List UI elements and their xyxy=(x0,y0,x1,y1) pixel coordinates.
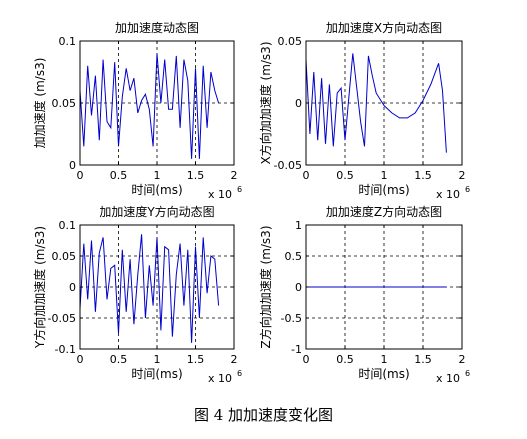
subplot-title: 加加速度Y方向动态图 xyxy=(99,204,214,219)
y-tick-label: 0.05 xyxy=(52,250,77,263)
x-tick-label: 0.5 xyxy=(336,353,354,366)
y-tick-label: -1 xyxy=(291,343,302,356)
y-tick-label: -0.5 xyxy=(281,312,302,325)
x-tick-label: 2 xyxy=(231,353,238,366)
x-tick-label: 1 xyxy=(154,169,161,182)
y-axis-label: Y方向加加速度 (m/s3) xyxy=(32,226,47,349)
y-tick-label: -0.05 xyxy=(274,159,302,172)
x-tick-label: 1.5 xyxy=(414,353,432,366)
x-tick-label: 1 xyxy=(381,169,388,182)
subplot-3: 0 0.5 1 1.5 2 -0.1 -0.05 0 0.05 0.1 加加速度Y方向动态图时间(m… xyxy=(32,204,242,385)
x-tick-label: 1.5 xyxy=(187,169,205,182)
y-axis-label: 加加速度 (m/s3) xyxy=(32,58,47,149)
y-tick-label: 0.1 xyxy=(59,35,77,48)
figure-caption: 图 4 加加速度变化图 xyxy=(193,406,334,424)
x-exponent-label: x 10 xyxy=(436,372,460,385)
x-exponent-power: 6 xyxy=(237,369,242,378)
x-axis-label: 时间(ms) xyxy=(358,367,409,381)
y-tick-label: 0 xyxy=(69,159,76,172)
y-tick-label: 0.05 xyxy=(278,35,303,48)
x-exponent-label: x 10 xyxy=(208,372,232,385)
y-tick-label: -0.1 xyxy=(55,343,76,356)
series-line xyxy=(305,53,447,153)
x-tick-label: 1 xyxy=(154,353,161,366)
x-tick-label: 0 xyxy=(303,169,310,182)
x-axis-label: 时间(ms) xyxy=(358,183,409,197)
x-tick-label: 0 xyxy=(303,353,310,366)
y-tick-label: 0 xyxy=(295,97,302,110)
x-exponent-label: x 10 xyxy=(436,188,460,201)
y-tick-label: 0 xyxy=(295,281,302,294)
y-tick-label: 1 xyxy=(295,219,302,232)
y-tick-label: 0.05 xyxy=(52,97,77,110)
y-tick-label: 0.5 xyxy=(285,250,303,263)
x-tick-label: 2 xyxy=(459,353,466,366)
x-tick-label: 0.5 xyxy=(110,353,128,366)
x-tick-label: 0 xyxy=(77,353,84,366)
series-line xyxy=(79,53,220,159)
x-exponent-power: 6 xyxy=(465,185,470,194)
x-tick-label: 0 xyxy=(77,169,84,182)
x-exponent-power: 6 xyxy=(465,369,470,378)
x-tick-label: 0.5 xyxy=(336,169,354,182)
subplot-title: 加加速度动态图 xyxy=(115,20,199,35)
y-axis-label: Z方向加加速度 (m/s3) xyxy=(258,225,273,348)
x-tick-label: 1.5 xyxy=(414,169,432,182)
x-tick-label: 2 xyxy=(459,169,466,182)
y-tick-label: -0.05 xyxy=(48,312,76,325)
y-tick-label: 0 xyxy=(69,281,76,294)
subplot-title: 加加速度X方向动态图 xyxy=(326,20,442,35)
y-axis-label: X方向加加速度 (m/s3) xyxy=(258,41,273,164)
x-exponent-power: 6 xyxy=(237,185,242,194)
x-exponent-label: x 10 xyxy=(208,188,232,201)
x-axis-label: 时间(ms) xyxy=(131,183,182,197)
y-tick-label: 0.1 xyxy=(59,219,77,232)
series-line xyxy=(79,234,220,343)
x-tick-label: 1.5 xyxy=(187,353,205,366)
subplot-title: 加加速度Z方向动态图 xyxy=(326,204,442,219)
x-tick-label: 1 xyxy=(381,353,388,366)
x-tick-label: 0.5 xyxy=(110,169,128,182)
x-axis-label: 时间(ms) xyxy=(131,367,182,381)
x-tick-label: 2 xyxy=(231,169,238,182)
